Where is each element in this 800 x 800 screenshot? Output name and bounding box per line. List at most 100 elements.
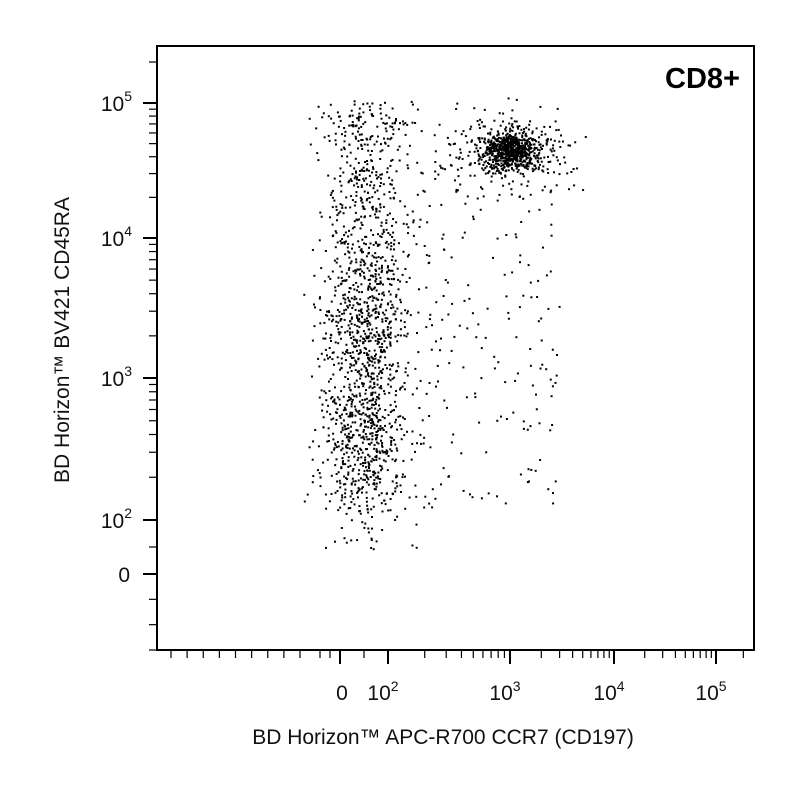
scatter-point [419, 433, 422, 436]
scatter-point [386, 452, 388, 455]
scatter-point [342, 395, 345, 398]
scatter-point [394, 394, 397, 397]
scatter-point [379, 182, 382, 184]
scatter-point [493, 155, 496, 158]
scatter-point [389, 300, 392, 303]
scatter-point [344, 301, 347, 304]
scatter-point [380, 337, 383, 340]
scatter-point [503, 159, 506, 162]
scatter-point [377, 442, 380, 445]
scatter-point [404, 371, 407, 374]
scatter-point [531, 167, 534, 170]
scatter-point [370, 180, 373, 183]
scatter-point [371, 372, 374, 375]
scatter-point [344, 492, 347, 495]
scatter-point [349, 495, 352, 498]
scatter-point [354, 480, 357, 483]
scatter-point [387, 302, 390, 305]
scatter-point [428, 318, 431, 321]
scatter-point [342, 460, 344, 463]
scatter-point [502, 112, 505, 115]
scatter-point [490, 139, 493, 142]
scatter-point [327, 404, 330, 407]
scatter-point [569, 144, 572, 147]
scatter-point [517, 125, 519, 128]
scatter-point [356, 339, 359, 342]
scatter-point [482, 153, 485, 156]
scatter-point [360, 322, 363, 325]
scatter-point [376, 260, 379, 263]
scatter-point [499, 146, 502, 149]
scatter-point [343, 537, 346, 540]
scatter-point [406, 123, 409, 126]
scatter-point [490, 149, 493, 152]
scatter-point [522, 175, 525, 178]
scatter-point [481, 187, 484, 190]
scatter-point [374, 191, 377, 194]
scatter-point [392, 231, 395, 234]
scatter-point [550, 150, 553, 153]
scatter-point [381, 442, 384, 444]
scatter-point [367, 191, 370, 194]
scatter-point [345, 343, 348, 346]
scatter-point [326, 354, 328, 357]
scatter-point [506, 141, 509, 144]
scatter-point [402, 459, 405, 462]
scatter-point [334, 411, 337, 414]
scatter-point [529, 364, 532, 367]
scatter-point [353, 288, 356, 291]
scatter-point [366, 438, 369, 441]
scatter-point [393, 248, 395, 251]
scatter-point [377, 311, 380, 314]
scatter-point [517, 140, 520, 143]
scatter-point [354, 421, 357, 424]
scatter-point [490, 141, 493, 144]
scatter-point [372, 167, 375, 170]
scatter-point [492, 146, 495, 149]
scatter-point [338, 398, 341, 401]
scatter-point [537, 153, 540, 156]
scatter-point [376, 316, 379, 318]
scatter-point [483, 108, 486, 111]
scatter-point [380, 349, 382, 351]
scatter-point [502, 168, 504, 171]
scatter-point [464, 202, 467, 205]
scatter-point [369, 332, 372, 335]
scatter-point [492, 256, 494, 259]
scatter-point [443, 248, 446, 251]
scatter-point [382, 451, 385, 454]
scatter-point [399, 200, 402, 203]
scatter-point [370, 422, 372, 425]
scatter-point [434, 497, 437, 500]
scatter-point [353, 455, 356, 458]
scatter-point [544, 133, 547, 136]
scatter-point [525, 147, 528, 150]
scatter-point [535, 140, 537, 143]
scatter-point [377, 429, 379, 432]
scatter-point [406, 213, 409, 216]
scatter-point [333, 259, 336, 262]
scatter-point [484, 336, 487, 339]
scatter-point [384, 451, 386, 454]
y-tick-label: 102 [101, 505, 132, 533]
scatter-point [389, 333, 392, 336]
scatter-point [353, 220, 356, 223]
scatter-point [356, 301, 359, 304]
scatter-point [443, 399, 446, 402]
scatter-point [553, 149, 556, 152]
scatter-point [383, 193, 386, 196]
scatter-point [375, 353, 377, 356]
scatter-point [357, 452, 360, 455]
scatter-point [502, 160, 505, 163]
scatter-point [380, 303, 383, 306]
scatter-point [362, 478, 365, 481]
scatter-point [547, 488, 550, 491]
scatter-point [353, 295, 356, 298]
scatter-point [389, 293, 392, 296]
scatter-point [535, 408, 538, 411]
scatter-point [368, 246, 370, 249]
scatter-point [520, 221, 523, 223]
scatter-point [359, 447, 362, 450]
scatter-point [461, 236, 464, 239]
scatter-point [387, 414, 390, 416]
